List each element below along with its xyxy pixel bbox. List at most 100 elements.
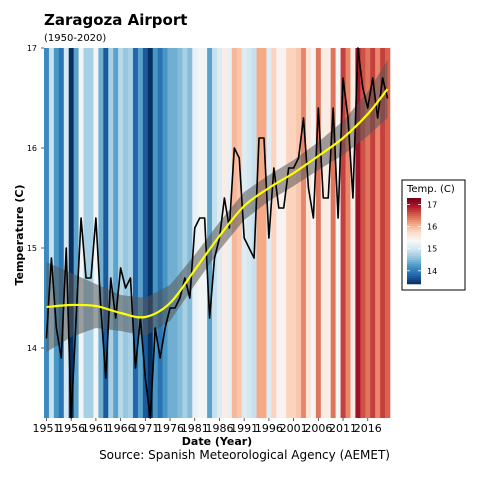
data-point-1976: [169, 307, 171, 309]
data-point-1966: [120, 267, 122, 269]
data-point-2003: [302, 117, 305, 119]
legend-color-step: [407, 264, 421, 267]
data-point-2002: [297, 157, 300, 159]
legend-color-step: [407, 256, 421, 259]
stripe-2016: [365, 48, 371, 418]
stripe-1975: [162, 48, 168, 418]
stripe-1976: [167, 48, 173, 418]
stripe-2010: [335, 48, 341, 418]
legend-color-step: [407, 212, 421, 215]
stripe-2018: [375, 48, 381, 418]
legend-color-step: [407, 258, 421, 261]
legend-label: 17: [427, 201, 437, 210]
stripe-1969: [132, 48, 139, 418]
data-point-2015: [362, 87, 364, 89]
data-point-1995: [263, 137, 265, 139]
x-tick-label: 2001: [280, 422, 308, 435]
data-point-1954: [60, 357, 62, 359]
stripe-1977: [172, 48, 178, 418]
stripe-1957: [73, 48, 79, 418]
data-point-2013: [352, 197, 354, 199]
legend-label: 15: [427, 245, 437, 254]
stripe-2008: [325, 48, 331, 418]
legend-label: 14: [427, 267, 437, 276]
trend-line: [46, 88, 389, 319]
stripe-1971: [142, 48, 149, 418]
y-axis-title: Temperature (C): [13, 184, 26, 285]
data-point-1996: [268, 237, 270, 239]
data-point-1984: [208, 317, 211, 319]
data-point-1964: [110, 277, 112, 279]
data-point-1982: [199, 217, 201, 219]
data-point-2019: [381, 77, 384, 79]
chart-subtitle: (1950-2020): [44, 33, 106, 44]
x-tick-label: 1956: [57, 422, 85, 435]
stripe-1960: [88, 48, 94, 418]
trend-confidence-band: [46, 60, 388, 352]
data-point-1999: [283, 207, 285, 209]
stripe-1956: [68, 48, 74, 418]
x-axis: 1951195619611966197119761981198619911996…: [32, 418, 382, 435]
x-tick-label: 1991: [230, 422, 258, 435]
legend-color-step: [407, 252, 421, 255]
data-point-2010: [337, 217, 339, 219]
data-point-1989: [233, 147, 235, 149]
data-point-1985: [213, 257, 216, 259]
legend-color-step: [407, 260, 421, 263]
stripe-1968: [128, 48, 134, 418]
stripe-2001: [291, 48, 297, 418]
legend-color-step: [407, 198, 421, 201]
stripe-2019: [380, 48, 386, 418]
data-point-1952: [50, 257, 53, 259]
stripe-2004: [305, 48, 312, 418]
data-point-2011: [342, 77, 344, 79]
data-point-1971: [144, 377, 146, 379]
legend-color-step: [407, 220, 421, 223]
stripe-2012: [345, 48, 351, 418]
data-point-1951: [45, 337, 48, 339]
legend-color-step: [407, 206, 421, 209]
legend-color-step: [407, 202, 421, 205]
data-point-1967: [124, 287, 127, 289]
data-point-2004: [307, 187, 310, 189]
data-point-2001: [293, 167, 295, 169]
data-point-1960: [90, 277, 92, 279]
data-point-1980: [189, 297, 191, 299]
data-point-2000: [288, 167, 290, 169]
stripe-2020: [385, 48, 391, 418]
data-point-2016: [367, 107, 369, 109]
stripe-2014: [355, 48, 361, 418]
legend-color-step: [407, 266, 421, 269]
legend-color-step: [407, 270, 421, 273]
legend-color-step: [407, 232, 421, 235]
stripe-2011: [340, 48, 346, 418]
stripe-1964: [108, 48, 114, 418]
stripe-1962: [98, 48, 104, 418]
legend-color-step: [407, 248, 421, 251]
stripe-1989: [231, 48, 238, 418]
x-tick-label: 1986: [205, 422, 233, 435]
stripe-2000: [286, 48, 292, 418]
x-tick-label: 1961: [82, 422, 110, 435]
stripe-1951: [44, 48, 50, 418]
stripe-1979: [182, 48, 188, 418]
y-tick-label: 15: [27, 244, 37, 253]
legend-color-step: [407, 276, 421, 279]
stripe-1959: [83, 48, 89, 418]
legend-color-step: [407, 230, 421, 233]
data-point-1969: [134, 367, 137, 369]
stripe-1992: [246, 48, 252, 418]
legend-color-step: [407, 214, 421, 217]
x-axis-title: Date (Year): [182, 435, 252, 448]
data-point-1973: [154, 327, 156, 329]
stripe-1970: [137, 48, 144, 418]
legend-color-step: [407, 242, 421, 245]
stripe-1984: [207, 48, 213, 418]
x-tick-label: 1996: [255, 422, 283, 435]
stripe-2006: [315, 48, 322, 418]
stripe-1993: [251, 48, 257, 418]
legend-color-step: [407, 254, 421, 257]
data-point-1974: [159, 357, 161, 359]
legend-color-step: [407, 236, 421, 239]
data-point-1963: [105, 377, 107, 379]
